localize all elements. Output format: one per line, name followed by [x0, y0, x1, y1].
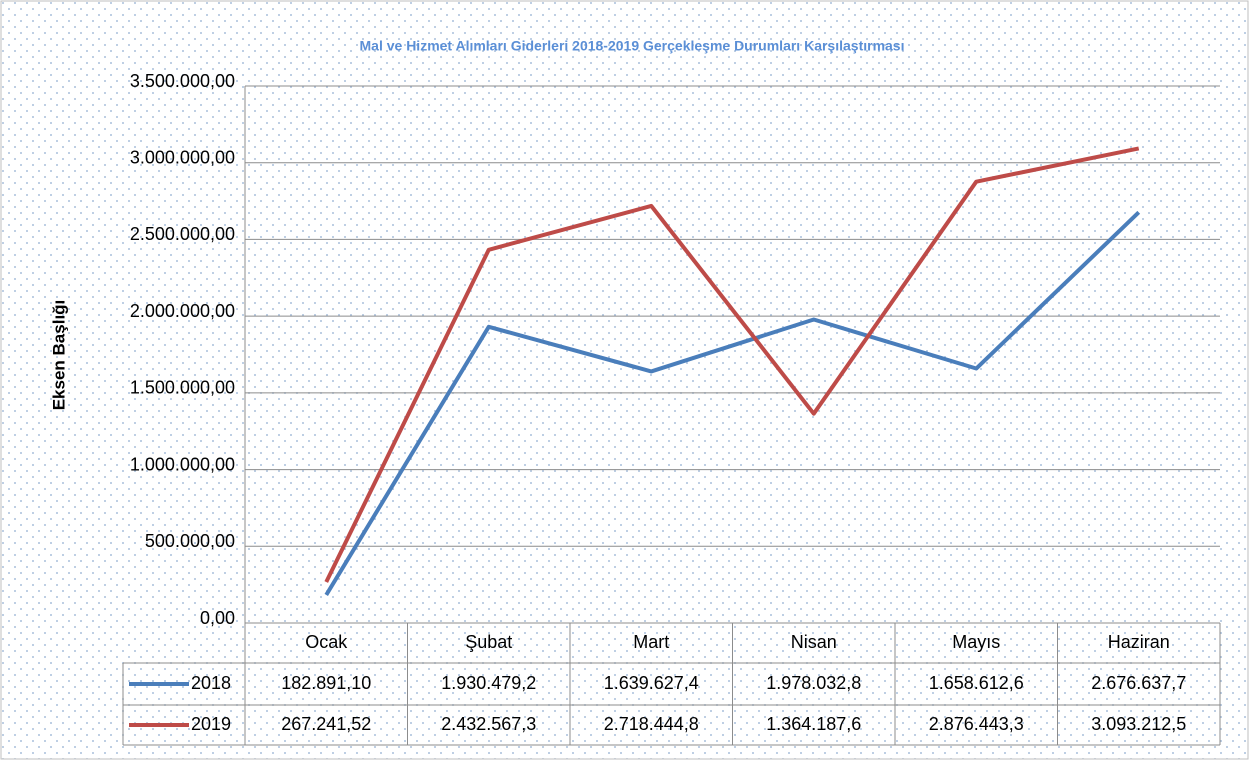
table-value: 2.432.567,3 — [441, 714, 536, 734]
x-tick-label: Nisan — [791, 632, 837, 652]
table-value: 267.241,52 — [281, 714, 371, 734]
table-value: 1.364.187,6 — [766, 714, 861, 734]
y-tick-label: 2.500.000,00 — [130, 224, 235, 244]
y-tick-label: 500.000,00 — [145, 531, 235, 551]
x-tick-label: Şubat — [465, 632, 512, 652]
table-value: 182.891,10 — [281, 673, 371, 693]
y-tick-label: 1.000.000,00 — [130, 454, 235, 474]
table-value: 2.876.443,3 — [929, 714, 1024, 734]
y-tick-label: 3.500.000,00 — [130, 71, 235, 91]
table-value: 3.093.212,5 — [1091, 714, 1186, 734]
legend-label: 2019 — [191, 714, 231, 734]
y-tick-label: 2.000.000,00 — [130, 301, 235, 321]
x-tick-label: Ocak — [305, 632, 348, 652]
table-value: 2.718.444,8 — [604, 714, 699, 734]
y-tick-label: 3.000.000,00 — [130, 147, 235, 167]
table-value: 1.930.479,2 — [441, 673, 536, 693]
x-tick-label: Mart — [633, 632, 669, 652]
table-value: 1.639.627,4 — [604, 673, 699, 693]
table-value: 2.676.637,7 — [1091, 673, 1186, 693]
x-tick-label: Mayıs — [952, 632, 1000, 652]
table-value: 1.978.032,8 — [766, 673, 861, 693]
line-series — [324, 146, 1140, 583]
table-value: 1.658.612,6 — [929, 673, 1024, 693]
legend-label: 2018 — [191, 673, 231, 693]
y-axis-title: Eksen Başlığı — [49, 300, 68, 411]
y-tick-label: 1.500.000,00 — [130, 378, 235, 398]
y-tick-label: 0,00 — [200, 608, 235, 628]
chart-title: Mal ve Hizmet Alımları Giderleri 2018-20… — [360, 38, 905, 54]
x-tick-label: Haziran — [1108, 632, 1170, 652]
line-series — [324, 210, 1141, 596]
